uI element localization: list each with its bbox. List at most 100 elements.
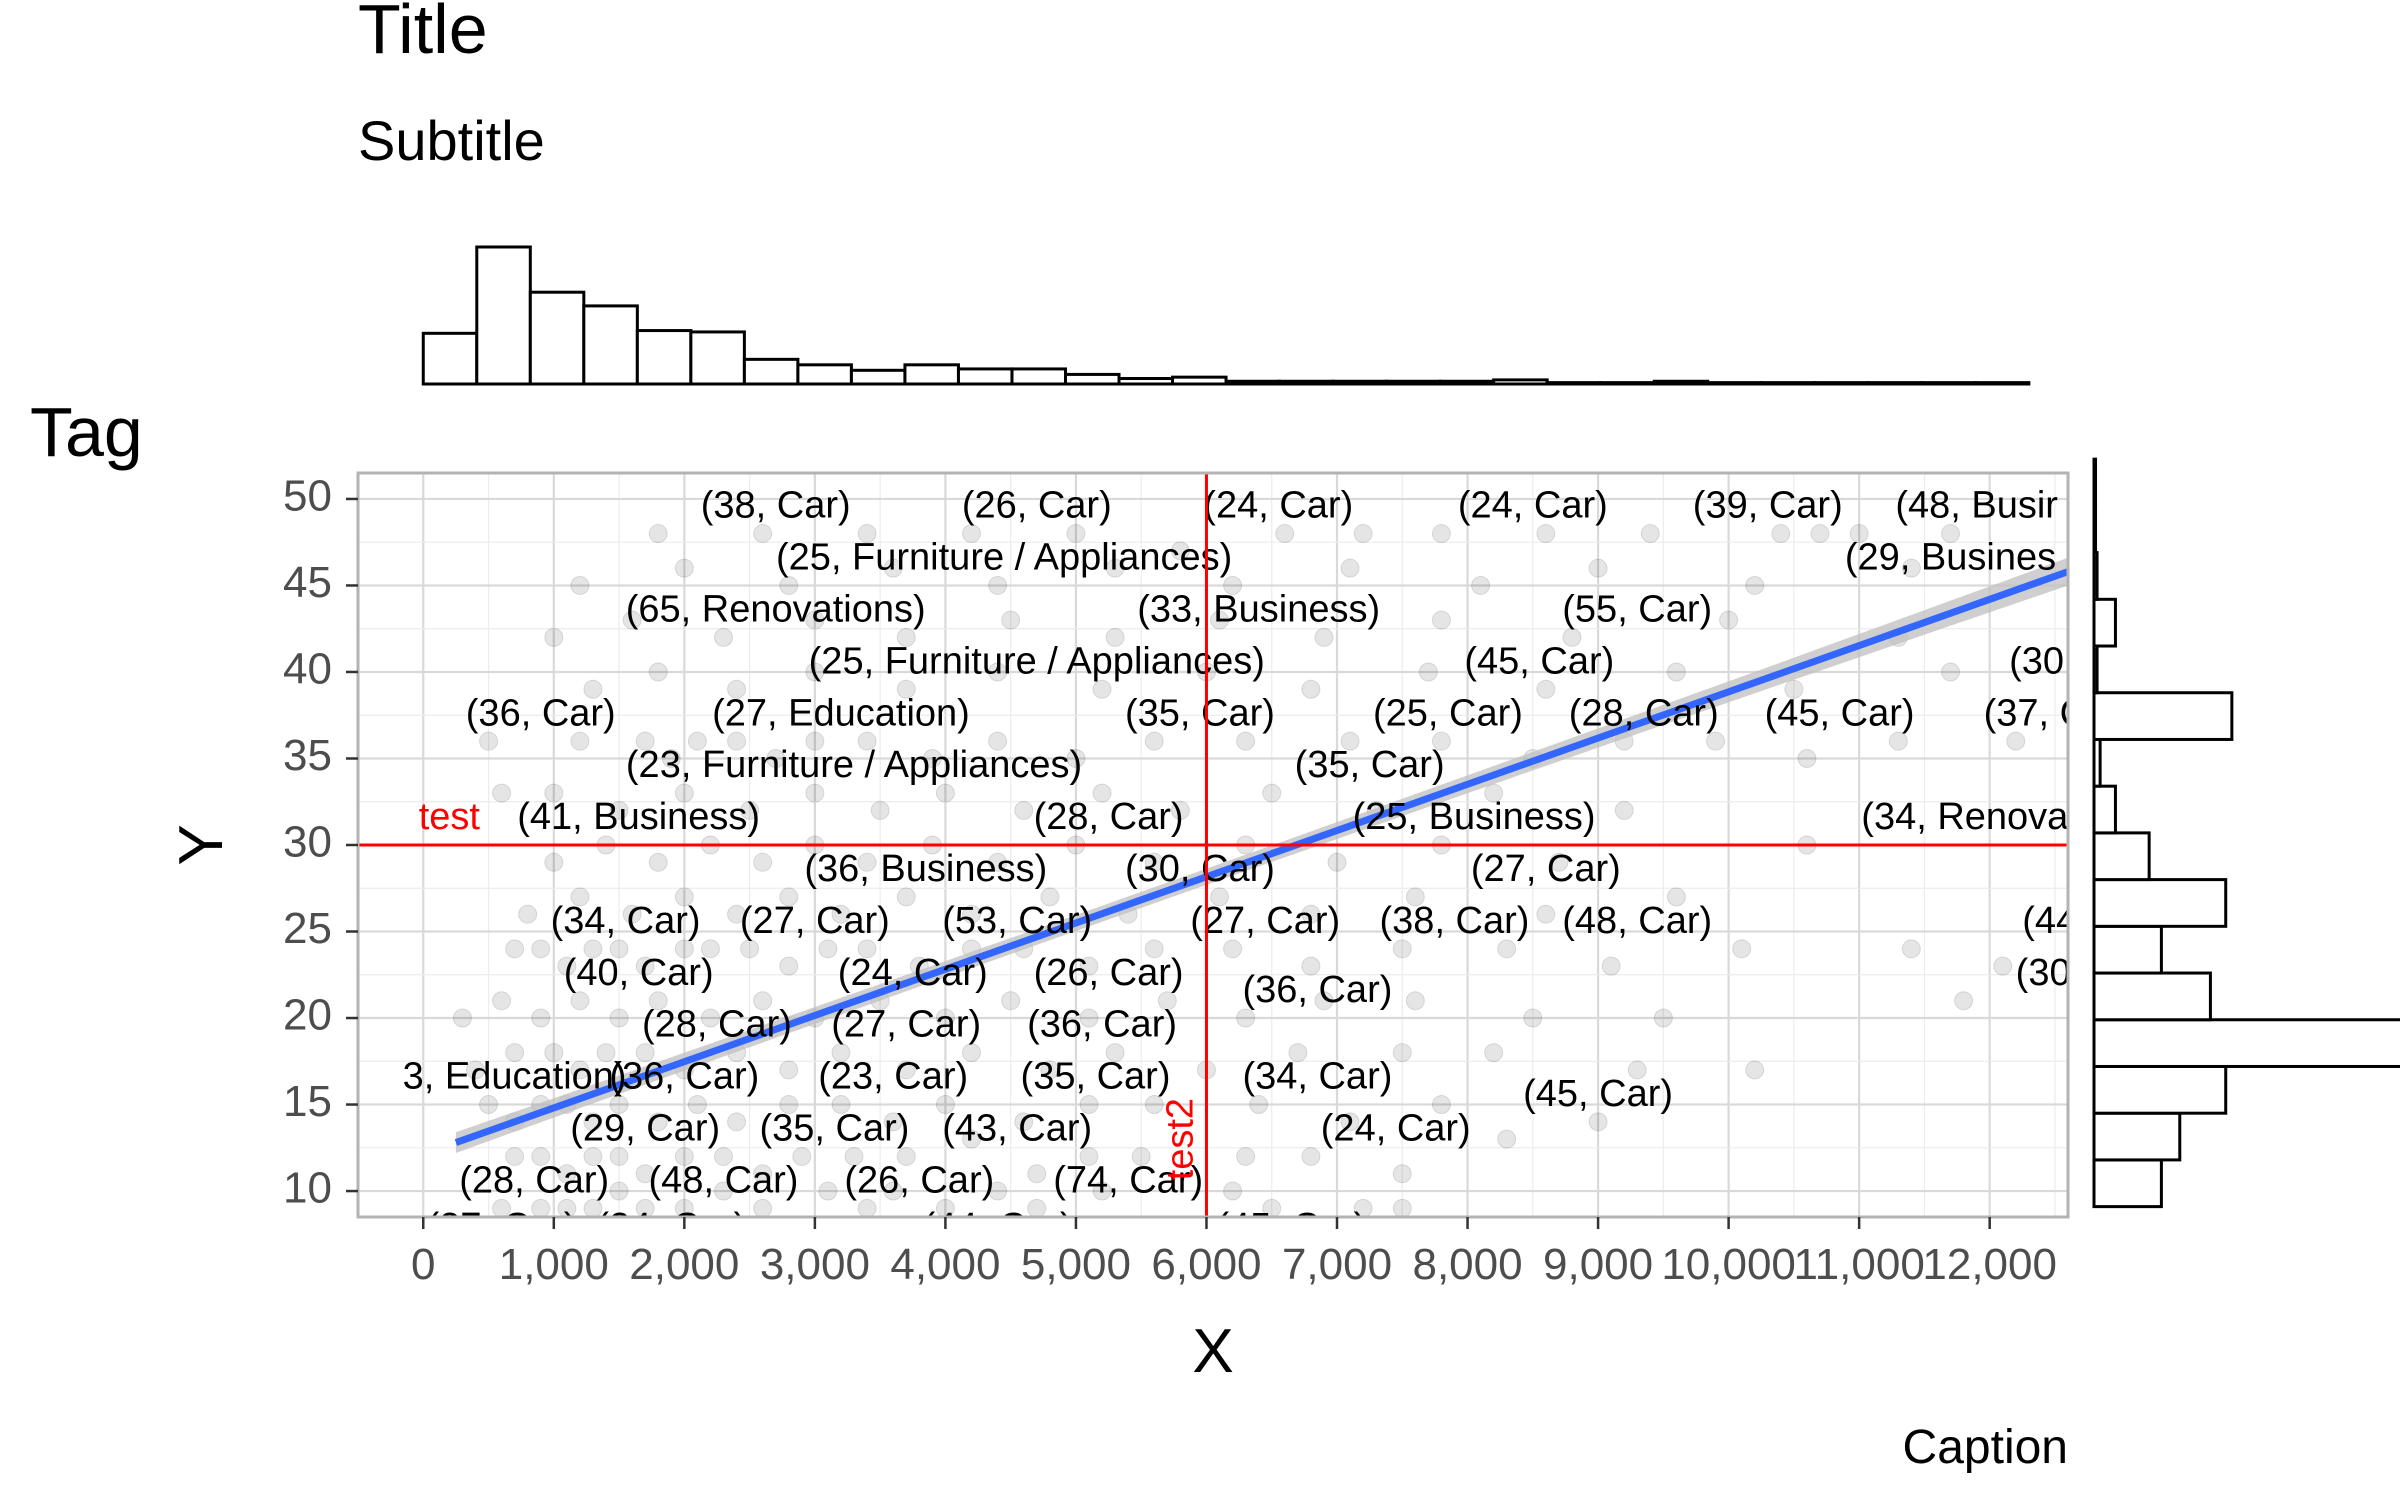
scatter-point [531, 1008, 551, 1028]
scatter-point [805, 662, 825, 682]
scatter-point [622, 610, 642, 630]
point-label: (27, Car) [1190, 900, 1340, 942]
scatter-point [1105, 1043, 1125, 1063]
scatter-point [1210, 887, 1230, 907]
y-histogram-bar [2092, 691, 2234, 741]
scatter-point [857, 731, 877, 751]
scatter-point [844, 1146, 864, 1166]
y-tick-label: 30 [283, 818, 332, 867]
scatter-point [505, 1043, 525, 1063]
point-label: (41, Business) [517, 796, 760, 838]
scatter-point [1314, 991, 1334, 1011]
y-tick-label: 50 [283, 472, 332, 521]
x-marginal-histogram [421, 245, 2031, 386]
scatter-point [1588, 1112, 1608, 1132]
scatter-point [779, 887, 799, 907]
scatter-point [1771, 524, 1791, 544]
scatter-point [492, 991, 512, 1011]
scatter-point [988, 575, 1008, 595]
y-histogram-bar [2092, 971, 2212, 1022]
scatter-point [1079, 1146, 1099, 1166]
scatter-point [805, 731, 825, 751]
y-histogram-bar [2092, 644, 2099, 695]
point-label: (48, Car) [649, 1159, 799, 1201]
scatter-point [2006, 731, 2026, 751]
scatter-point [1314, 627, 1334, 647]
scatter-point [1014, 800, 1034, 820]
scatter-point [1392, 939, 1412, 959]
scatter-point [1236, 1146, 1256, 1166]
scatter-point [740, 939, 760, 959]
scatter-point [792, 1146, 812, 1166]
y-tick-label: 40 [283, 645, 332, 694]
scatter-point [1536, 904, 1556, 924]
scatter-point [1092, 783, 1112, 803]
scatter-point [1092, 679, 1112, 699]
y-tick-label: 35 [283, 731, 332, 780]
scatter-point [518, 904, 538, 924]
scatter-point [1144, 1095, 1164, 1115]
point-label: (36, Car) [1242, 969, 1392, 1011]
scatter-point [1001, 991, 1021, 1011]
point-label: (35, Car) [1021, 1056, 1171, 1098]
point-label: (28, Car) [1034, 796, 1184, 838]
scatter-point [962, 524, 982, 544]
scatter-point [1027, 1164, 1047, 1184]
point-label: (35, Car) [1295, 744, 1445, 786]
scatter-point [988, 662, 1008, 682]
scatter-point [727, 731, 747, 751]
y-tick-label: 25 [283, 904, 332, 953]
scatter-point [727, 1112, 747, 1132]
vline-label: test2 [1159, 1098, 1201, 1180]
scatter-point [465, 1060, 485, 1080]
scatter-point [1066, 524, 1086, 544]
scatter-point [1301, 956, 1321, 976]
scatter-point [1431, 524, 1451, 544]
scatter-point [779, 1095, 799, 1115]
x-tick-label: 2,000 [629, 1240, 739, 1289]
scatter-point [818, 939, 838, 959]
scatter-point [583, 939, 603, 959]
y-histogram-bar [2092, 597, 2117, 648]
point-label: (36, Car) [1027, 1004, 1177, 1046]
scatter-point [1431, 731, 1451, 751]
scatter-point [544, 852, 564, 872]
point-label: (27, Car) [1471, 848, 1621, 890]
scatter-point [1079, 1095, 1099, 1115]
scatter-point [648, 524, 668, 544]
scatter-point [962, 904, 982, 924]
point-label: 3, Education) [403, 1056, 627, 1098]
scatter-point [1601, 956, 1621, 976]
scatter-point [1327, 852, 1347, 872]
scatter-point [753, 1164, 773, 1184]
scatter-point [635, 956, 655, 976]
point-label: (74, Car) [1053, 1159, 1203, 1201]
scatter-point [1431, 610, 1451, 630]
scatter-point [779, 956, 799, 976]
scatter-point [570, 575, 590, 595]
point-label: (45, Car) [1464, 640, 1614, 682]
point-label: (26, Car) [844, 1159, 994, 1201]
scatter-point [1223, 1181, 1243, 1201]
scatter-point [609, 939, 629, 959]
scatter-point [753, 852, 773, 872]
point-label: (45, Car) [1523, 1073, 1673, 1115]
point-label: (24, Car) [596, 1206, 746, 1248]
scatter-point [1849, 524, 1869, 544]
scatter-point [1627, 1060, 1647, 1080]
scatter-point [1170, 800, 1190, 820]
x-tick-label: 11,000 [1793, 1240, 1924, 1289]
point-labels: (38, Car) (26, Car) (24, Car) (24, Car) (39,… [403, 485, 2068, 1248]
x-histogram-bar [903, 363, 960, 386]
x-histogram-bar [796, 363, 853, 386]
point-label: (45, Car) [1216, 1206, 1366, 1248]
point-label: (35, Car) [1125, 692, 1275, 734]
scatter-point [1392, 1043, 1412, 1063]
point-label: (33, Business) [1137, 588, 1380, 630]
scatter-point [713, 627, 733, 647]
point-label: (40, Car) [564, 952, 714, 994]
y-tick-label: 10 [283, 1164, 332, 1213]
scatter-point [609, 800, 629, 820]
scatter-point [1588, 558, 1608, 578]
scatter-point [1105, 627, 1125, 647]
